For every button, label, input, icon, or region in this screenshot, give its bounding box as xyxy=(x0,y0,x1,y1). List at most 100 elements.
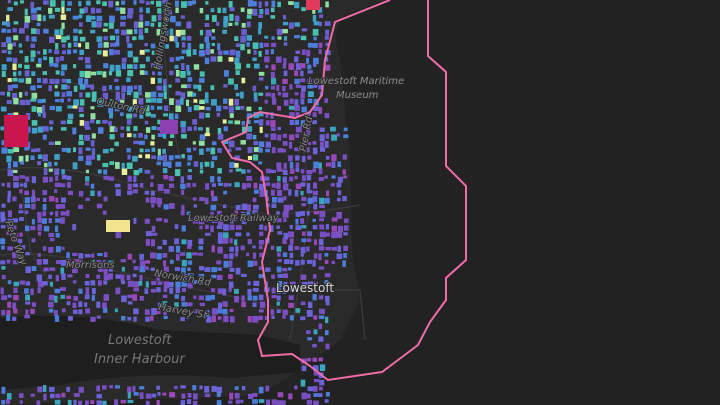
building xyxy=(193,161,199,167)
building xyxy=(216,392,221,397)
building xyxy=(133,0,137,5)
building xyxy=(84,280,90,286)
building xyxy=(181,84,187,89)
building xyxy=(186,399,192,405)
building xyxy=(55,57,60,63)
building xyxy=(97,50,102,55)
building xyxy=(121,295,127,303)
building xyxy=(102,162,109,168)
building xyxy=(55,218,62,223)
building xyxy=(97,127,104,134)
building xyxy=(132,294,138,301)
building xyxy=(85,161,92,166)
building xyxy=(144,21,150,27)
building xyxy=(240,211,246,218)
building xyxy=(31,302,37,307)
building xyxy=(96,21,102,28)
building xyxy=(31,28,37,34)
building xyxy=(187,260,193,265)
building xyxy=(252,252,257,259)
building xyxy=(7,43,13,50)
building xyxy=(7,78,12,83)
building xyxy=(43,0,49,5)
building xyxy=(264,8,270,15)
building xyxy=(324,112,330,119)
building xyxy=(163,78,167,86)
building xyxy=(336,133,340,137)
building xyxy=(217,133,224,140)
building xyxy=(55,260,62,264)
building xyxy=(144,49,150,53)
building xyxy=(240,43,245,51)
building xyxy=(67,113,74,119)
building xyxy=(108,260,114,266)
building xyxy=(54,182,61,188)
building xyxy=(54,295,58,303)
building xyxy=(96,301,101,308)
building xyxy=(325,190,330,197)
building xyxy=(300,218,305,224)
building xyxy=(66,301,71,306)
building xyxy=(78,253,84,259)
building xyxy=(30,98,37,102)
building xyxy=(114,141,119,147)
road xyxy=(0,166,361,216)
building xyxy=(199,134,206,141)
building xyxy=(222,29,228,34)
building xyxy=(114,78,119,82)
building xyxy=(0,211,5,219)
building xyxy=(78,56,84,61)
building xyxy=(277,1,281,8)
building xyxy=(60,183,66,188)
building xyxy=(138,168,143,173)
building xyxy=(139,64,146,69)
building xyxy=(145,154,151,159)
building xyxy=(276,301,280,306)
building xyxy=(241,29,247,36)
building xyxy=(157,92,164,98)
building xyxy=(289,119,295,126)
building xyxy=(108,71,113,76)
building xyxy=(300,379,306,387)
building xyxy=(84,120,90,128)
building xyxy=(138,98,144,105)
building xyxy=(277,197,284,203)
building xyxy=(186,252,192,259)
building xyxy=(13,182,19,188)
building xyxy=(37,77,41,83)
building xyxy=(271,183,276,188)
building xyxy=(72,147,76,153)
building xyxy=(78,288,83,294)
building xyxy=(12,63,17,71)
building xyxy=(282,133,288,138)
building xyxy=(151,239,156,247)
building xyxy=(294,70,299,77)
building xyxy=(258,245,263,250)
building xyxy=(66,148,71,153)
building xyxy=(7,210,13,218)
building xyxy=(60,294,66,299)
building xyxy=(223,224,229,231)
building xyxy=(25,252,30,256)
building xyxy=(85,155,92,161)
building xyxy=(127,301,133,305)
building xyxy=(174,385,178,390)
building xyxy=(108,85,113,90)
building xyxy=(13,281,19,287)
building xyxy=(7,224,12,232)
building xyxy=(229,7,235,12)
building xyxy=(108,22,114,29)
building xyxy=(240,106,245,110)
building xyxy=(175,287,181,294)
building xyxy=(163,105,169,112)
building xyxy=(235,399,240,404)
building xyxy=(6,259,11,264)
building xyxy=(157,71,162,76)
building xyxy=(7,246,14,251)
building xyxy=(139,0,145,4)
building xyxy=(211,217,218,224)
building xyxy=(187,239,193,247)
building xyxy=(37,218,43,224)
building xyxy=(313,21,320,26)
building xyxy=(325,1,329,8)
